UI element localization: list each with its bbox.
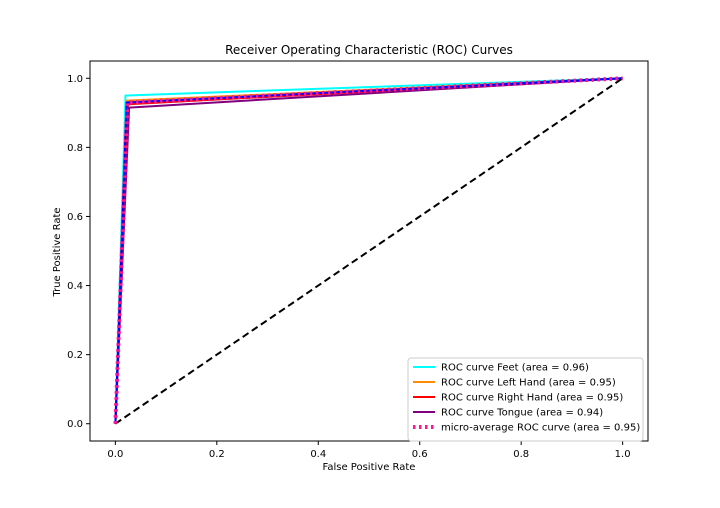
x-tick-label: 0.8: [513, 449, 529, 460]
reference-line-0: [114, 77, 623, 424]
ticks: 0.0 0.2 0.4 0.6 0.8 1.0 0.0 0.2 0.4 0.6 0.8 1.0: [67, 74, 630, 460]
y-tick-label: 0.6: [67, 212, 83, 223]
legend-label: ROC curve Right Hand (area = 0.95): [441, 393, 623, 404]
legend-label: ROC curve Left Hand (area = 0.95): [441, 378, 616, 389]
x-tick-label: 0.0: [107, 449, 123, 460]
y-tick-label: 0.4: [67, 281, 83, 292]
legend: ROC curve Feet (area = 0.96) ROC curve Le…: [407, 357, 644, 442]
x-tick-label: 0.2: [209, 449, 225, 460]
x-tick-label: 0.4: [310, 449, 326, 460]
plot-area: [113, 76, 624, 425]
y-tick-label: 1.0: [67, 74, 83, 85]
x-axis-label: False Positive Rate: [323, 462, 416, 473]
legend-label: ROC curve Feet (area = 0.96): [441, 363, 589, 374]
y-tick-label: 0.8: [67, 143, 83, 154]
legend-label: ROC curve Tongue (area = 0.94): [441, 408, 603, 419]
y-tick-label: 0.0: [67, 419, 83, 430]
x-tick-label: 1.0: [615, 449, 631, 460]
axes-frame: [89, 60, 649, 442]
chart-title: Receiver Operating Characteristic (ROC) …: [225, 43, 513, 57]
y-tick-label: 0.2: [67, 350, 83, 361]
x-tick-label: 0.6: [412, 449, 428, 460]
y-axis-label: True Positive Rate: [52, 207, 63, 297]
reference-line-1: [114, 77, 624, 425]
legend-box: [407, 357, 644, 442]
legend-label: micro-average ROC curve (area = 0.95): [441, 423, 640, 434]
